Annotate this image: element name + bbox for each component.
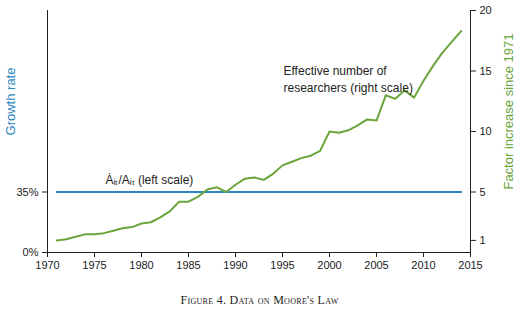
svg-text:1980: 1980 [129,259,153,271]
svg-text:Effective number ofresearchers: Effective number ofresearchers (right sc… [284,64,413,95]
svg-text:5: 5 [480,186,486,198]
svg-text:10: 10 [480,125,492,137]
svg-text:15: 15 [480,65,492,77]
svg-text:Ȧᵢₜ/Aᵢₜ (left scale): Ȧᵢₜ/Aᵢₜ (left scale) [106,173,194,187]
svg-text:2010: 2010 [411,259,435,271]
svg-text:1975: 1975 [82,259,106,271]
svg-text:2005: 2005 [364,259,388,271]
svg-text:1990: 1990 [223,259,247,271]
svg-text:35%: 35% [16,186,38,198]
svg-text:1970: 1970 [35,259,59,271]
svg-text:20: 20 [480,4,492,16]
svg-text:Factor increase since 1971: Factor increase since 1971 [501,33,516,189]
svg-text:1: 1 [480,234,486,246]
svg-text:2015: 2015 [458,259,482,271]
svg-text:2000: 2000 [317,259,341,271]
svg-text:1995: 1995 [270,259,294,271]
svg-text:Growth rate: Growth rate [3,68,18,136]
svg-text:0%: 0% [23,246,39,258]
svg-text:1985: 1985 [176,259,200,271]
html-text:Figure 4. Data on Moore's Law: Figure 4. Data on Moore's Law [180,293,339,307]
